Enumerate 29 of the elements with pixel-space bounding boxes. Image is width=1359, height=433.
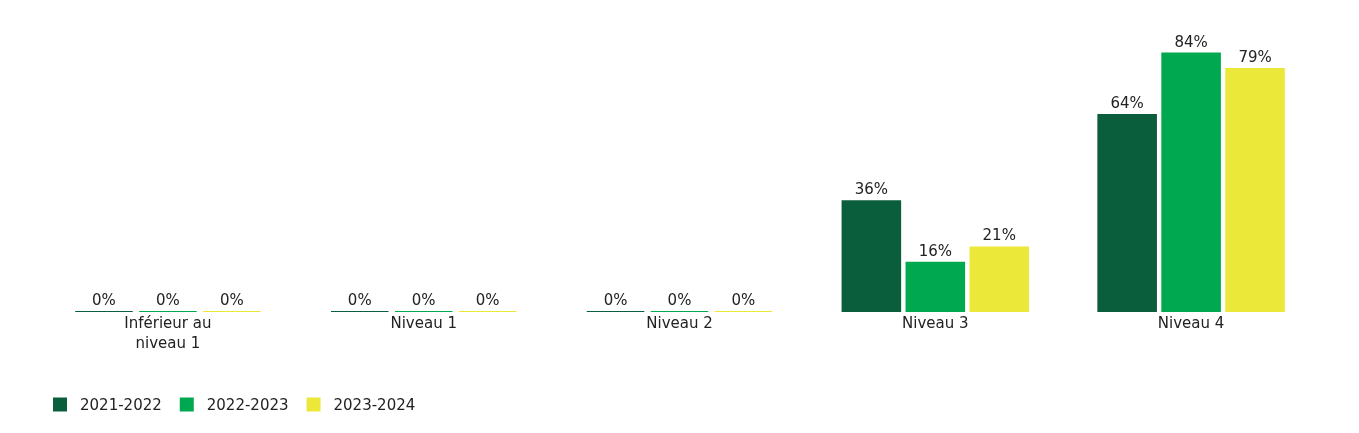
x-tick-label: Niveau 3 <box>902 314 969 332</box>
data-label: 79% <box>1238 47 1272 66</box>
data-label: 0% <box>603 291 628 309</box>
bar <box>905 261 966 312</box>
data-label: 0% <box>156 291 180 309</box>
data-label: 0% <box>475 291 500 309</box>
data-label: 64% <box>1110 94 1144 113</box>
legend-label: 2023-2024 <box>333 396 416 415</box>
bar <box>969 246 1030 312</box>
data-label: 21% <box>982 226 1016 245</box>
bar <box>1097 114 1157 312</box>
bar <box>1225 67 1285 312</box>
x-tick-label: Niveau 1 <box>390 314 457 332</box>
legend-label: 2021-2022 <box>80 396 162 415</box>
data-label: 0% <box>731 291 756 309</box>
data-label: 16% <box>918 241 952 260</box>
x-tick-label: Niveau 2 <box>646 314 713 332</box>
data-label: 0% <box>219 291 244 309</box>
data-label: 0% <box>411 291 436 309</box>
x-tick-label: Inférieur au niveau 1 <box>124 314 212 352</box>
data-label: 36% <box>854 180 889 199</box>
data-label: 0% <box>667 291 692 309</box>
data-label: 84% <box>1174 32 1208 51</box>
legend-label: 2022-2023 <box>206 396 289 415</box>
data-label: 0% <box>92 291 116 309</box>
bar <box>841 200 902 312</box>
bar <box>1161 52 1221 312</box>
x-tick-label: Niveau 4 <box>1157 314 1225 332</box>
data-label: 0% <box>347 291 372 309</box>
